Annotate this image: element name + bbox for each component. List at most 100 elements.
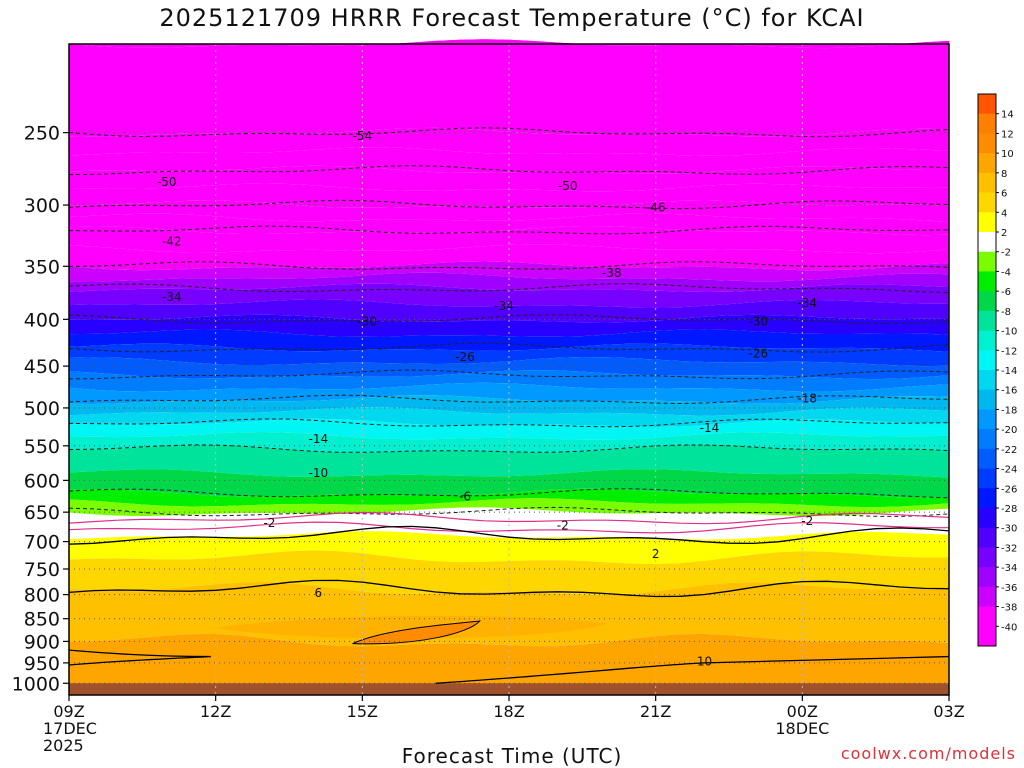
y-tick-label: 900: [24, 631, 60, 653]
temp-band: [69, 200, 949, 222]
ground-fill: [69, 683, 949, 695]
colorbar-swatch: [978, 626, 996, 647]
temp-band: [69, 507, 949, 526]
isotherm-contour: [68, 525, 950, 545]
isotherm-contour: [68, 521, 949, 534]
colorbar-label: -34: [1001, 563, 1017, 574]
colorbar-label: -12: [1001, 346, 1017, 357]
contour-label: -54: [353, 129, 373, 143]
colorbar-swatch: [978, 94, 996, 115]
colorbar-label: 8: [1001, 169, 1007, 180]
x-tick-label: 09Z: [53, 702, 84, 721]
contour-label: 2: [652, 547, 660, 561]
temp-band: [69, 299, 949, 323]
colorbar-label: -14: [1001, 366, 1017, 377]
colorbar-label: 12: [1001, 129, 1014, 140]
x-tick-label: 00Z: [787, 702, 818, 721]
colorbar-label: -32: [1001, 543, 1017, 554]
contour-label: -14: [700, 421, 720, 435]
colorbar-swatch: [978, 153, 996, 174]
contour-label: -10: [309, 466, 329, 480]
ground-surface: [69, 683, 949, 695]
contour-label: 6: [315, 586, 323, 600]
contour-label: -38: [602, 266, 622, 280]
y-tick-label: 300: [24, 195, 60, 217]
colorbar-swatch: [978, 606, 996, 627]
temp-band: [69, 272, 949, 292]
contour-label: -30: [357, 314, 377, 328]
y-tick-label: 400: [24, 309, 60, 331]
y-tick-label: 650: [24, 502, 60, 524]
contour-label: -34: [494, 299, 514, 313]
temp-band: [69, 488, 949, 508]
colorbar-swatch: [978, 370, 996, 391]
temp-band: [69, 444, 949, 478]
colorbar-swatch: [978, 527, 996, 548]
temp-band: [69, 283, 949, 308]
colorbar-label: -26: [1001, 484, 1017, 495]
contour-label: -14: [309, 432, 329, 446]
colorbar-swatch: [978, 192, 996, 213]
colorbar-swatch: [978, 468, 996, 489]
contour-label: -34: [797, 296, 817, 310]
chart-title: 2025121709 HRRR Forecast Temperature (°C…: [159, 4, 865, 32]
colorbar-label: -10: [1001, 327, 1017, 338]
temp-band: [69, 244, 949, 271]
isotherm-contour: [68, 579, 950, 598]
colorbar-label: 6: [1001, 189, 1007, 200]
isotherm-contour: [68, 511, 950, 525]
colorbar-label: -4: [1001, 267, 1011, 278]
isotherm-contours: [68, 127, 950, 684]
x-tick-label: 15Z: [347, 702, 378, 721]
contour-label: -26: [749, 347, 769, 361]
contour-label: -2: [263, 516, 275, 530]
y-tick-label: 550: [24, 436, 60, 458]
x-tick-label: 18Z: [493, 702, 524, 721]
colorbar-swatch: [978, 271, 996, 292]
colorbar-label: -16: [1001, 386, 1017, 397]
colorbar-swatch: [978, 291, 996, 312]
y-tick-label: 450: [24, 356, 60, 378]
contour-label: -2: [557, 518, 569, 532]
colorbar-label: -28: [1001, 504, 1017, 515]
colorbar-label: -18: [1001, 405, 1017, 416]
contour-label: -30: [749, 314, 769, 328]
contour-label: -50: [558, 179, 578, 193]
colorbar-label: -22: [1001, 445, 1017, 456]
colorbar-label: -20: [1001, 425, 1017, 436]
x-tick-label: 2025: [43, 736, 84, 755]
credit-link[interactable]: coolwx.com/models: [840, 744, 1016, 763]
colorbar-swatch: [978, 133, 996, 154]
colorbar-swatch: [978, 251, 996, 272]
contour-label: -6: [459, 490, 471, 504]
temp-band: [69, 226, 949, 254]
colorbar-swatch: [978, 232, 996, 253]
colorbar-swatch: [978, 172, 996, 194]
colorbar-label: 10: [1001, 149, 1014, 160]
colorbar-swatch: [978, 488, 996, 509]
x-tick-label: 18DEC: [775, 719, 829, 738]
colorbar-swatch: [978, 389, 996, 410]
y-tick-label: 850: [24, 609, 60, 631]
temp-band: [69, 165, 949, 192]
contour-label: -50: [157, 175, 177, 189]
colorbar-label: -2: [1001, 248, 1011, 259]
colorbar-label: 14: [1001, 110, 1014, 121]
contour-label: -2: [801, 514, 813, 528]
colorbar-swatch: [978, 429, 996, 450]
colorbar-swatch: [978, 212, 996, 233]
colorbar-label: -6: [1001, 287, 1011, 298]
colorbar-swatch: [978, 508, 996, 529]
temp-band: [69, 329, 949, 352]
y-tick-label: 800: [24, 585, 60, 607]
colorbar-label: -36: [1001, 583, 1017, 594]
colorbar-label: 4: [1001, 208, 1007, 219]
colorbar: 14 12 10 8 6 4 2 -2 -4 -6 -8 -10 -12 -14 -16 -18 -20 -22 -…: [977, 93, 1017, 647]
y-tick-label: 600: [24, 470, 60, 492]
x-tick-label: 03Z: [933, 702, 964, 721]
temp-band: [69, 261, 949, 282]
colorbar-swatch: [978, 350, 996, 371]
x-tick-label: 17DEC: [43, 719, 97, 738]
